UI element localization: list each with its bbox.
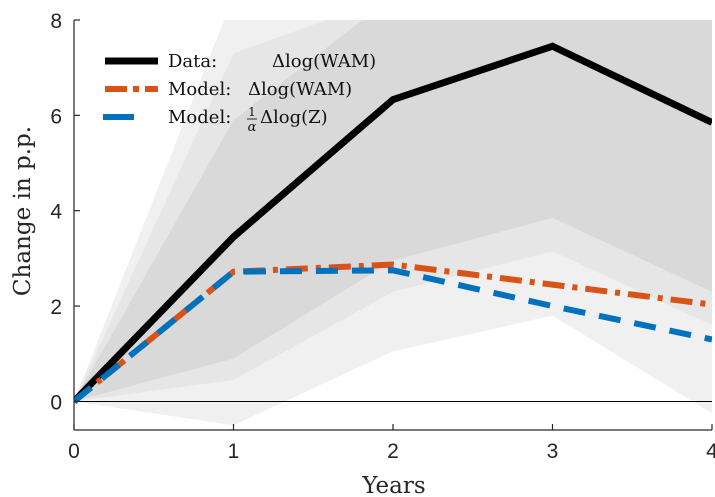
series-line-1: [74, 42, 712, 404]
y-tick-label: 4: [50, 201, 62, 224]
x-tick-label: 4: [706, 440, 715, 463]
y-tick-label: 2: [50, 296, 62, 319]
x-tick-label: 0: [68, 440, 80, 463]
x-axis-label: Years: [361, 473, 425, 497]
legend-label-3: Model:: [168, 107, 231, 128]
series-line-2: [74, 261, 712, 404]
y-tick-label: 8: [50, 10, 62, 33]
tick-labels: 0 1 2 3 4 0 2 4 6 8: [50, 10, 715, 463]
legend-fraction-numerator: 1: [248, 105, 256, 119]
x-tick-label: 3: [547, 440, 559, 463]
legend-label-2: Model:: [168, 79, 231, 100]
legend-math-3: Δlog(Z): [260, 107, 328, 128]
legend-fraction-denominator: α: [248, 120, 257, 135]
legend-math-2: Δlog(WAM): [248, 79, 352, 100]
legend-math-1: Δlog(WAM): [272, 51, 376, 72]
legend-label-1: Data:: [168, 51, 217, 72]
confidence-band-3: [74, 20, 712, 402]
confidence-bands: [74, 20, 712, 426]
legend: Data: Δlog(WAM) Model: Δlog(WAM) Model: 1α Δlo…: [103, 51, 376, 135]
series-lines: [74, 42, 712, 404]
axes: [73, 19, 713, 431]
series-line-3: [74, 267, 712, 404]
y-tick-label: 6: [50, 105, 62, 128]
x-tick-label: 1: [228, 440, 240, 463]
y-tick-label: 0: [50, 391, 62, 414]
x-tick-label: 2: [387, 440, 399, 463]
y-axis-label: Change in p.p.: [10, 126, 36, 296]
